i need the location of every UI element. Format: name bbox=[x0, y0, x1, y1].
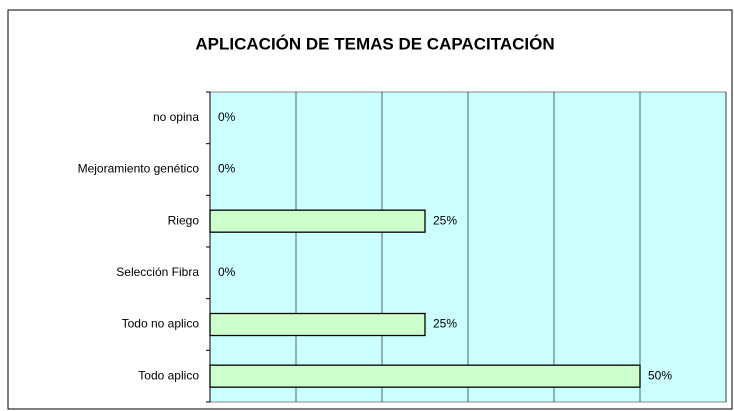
data-label: 0% bbox=[218, 265, 236, 279]
y-tick-label: Riego bbox=[168, 213, 200, 227]
y-tick-label: Selección Fibra bbox=[116, 265, 199, 279]
bar bbox=[209, 364, 641, 388]
data-label: 50% bbox=[648, 368, 672, 382]
data-label: 25% bbox=[433, 317, 457, 331]
y-tick-label: Todo aplico bbox=[138, 368, 199, 382]
chart-title: APLICACIÓN DE TEMAS DE CAPACITACIÓN bbox=[195, 34, 554, 53]
y-tick-label: no opina bbox=[153, 110, 199, 124]
y-tick-label: Todo no aplico bbox=[122, 317, 200, 331]
bar bbox=[209, 312, 426, 337]
bar bbox=[209, 209, 426, 233]
data-label: 25% bbox=[433, 213, 457, 227]
y-tick-label: Mejoramiento genético bbox=[78, 162, 200, 176]
data-label: 0% bbox=[218, 110, 236, 124]
data-label: 0% bbox=[218, 162, 236, 176]
